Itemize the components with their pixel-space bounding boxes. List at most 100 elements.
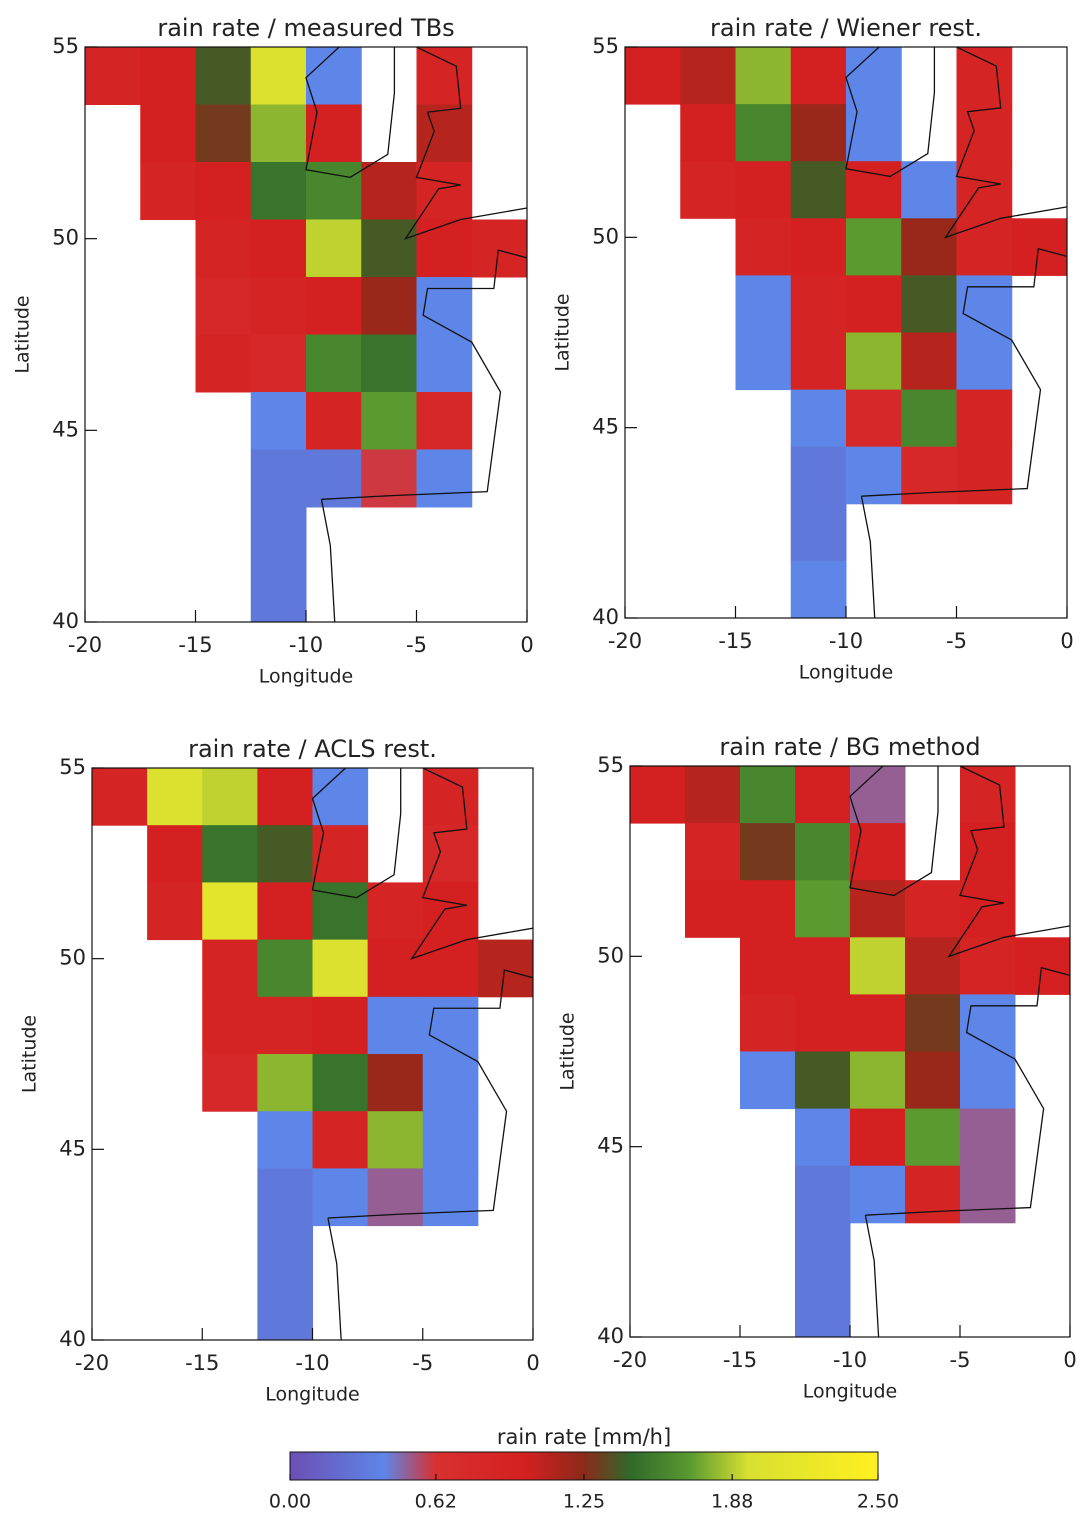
x-axis-label: Longitude [265,1384,360,1406]
y-tick-label: 40 [597,1324,624,1348]
colorbar-tick-label: 1.88 [711,1491,753,1513]
panel-title: rain rate / measured TBs [157,14,454,42]
rain-cell [361,162,417,220]
y-tick-label: 55 [592,34,619,58]
rain-cell [312,996,369,1055]
rain-cell [422,996,479,1055]
rain-cell [905,880,961,938]
rain-cell [202,825,258,883]
rain-cell [680,161,736,219]
rain-cell [257,825,313,883]
rain-cell [790,560,847,619]
x-tick-label: -5 [946,629,967,653]
rain-cell [202,882,258,941]
rain-cell [422,939,479,998]
rain-cell [416,392,473,450]
y-axis-label: Latitude [12,295,34,373]
rain-cell [956,218,1013,276]
y-tick-label: 50 [592,224,619,248]
rain-cell [795,1222,851,1281]
coastline [313,768,534,1340]
rain-cell [416,277,473,335]
rain-cell [956,161,1013,219]
x-axis-label: Longitude [803,1381,898,1403]
rain-cell [905,1051,961,1110]
rain-cell [195,104,252,163]
rain-cell [416,449,473,508]
y-tick-label: 45 [52,417,79,441]
coastline-layer [306,47,527,622]
rain-cell [790,104,847,162]
rain-cell [795,1108,851,1167]
panel-title: rain rate / Wiener rest. [710,14,982,42]
colorbar-tick-label: 2.50 [857,1491,899,1513]
x-tick-label: 0 [520,633,533,657]
rain-cell [846,389,902,448]
y-tick-label: 50 [597,943,624,967]
rain-cell [790,218,847,276]
rain-cell [956,389,1013,448]
rain-cell [790,446,847,505]
rain-cell [901,161,957,219]
rain-cell [257,1225,313,1284]
rain-cell [195,47,252,105]
rain-cell [361,219,417,278]
rain-cell [250,104,307,163]
rain-cell [202,1054,258,1112]
x-tick-label: -20 [608,629,642,653]
rain-cell [960,1051,1016,1110]
rain-cell [960,937,1016,995]
x-tick-label: -20 [75,1351,109,1375]
rain-cell [960,1165,1016,1224]
x-tick-label: -10 [289,633,323,657]
rain-cell [306,277,362,335]
rain-cell [422,1054,479,1112]
x-tick-label: -10 [829,629,863,653]
rain-cell [367,939,424,998]
colorbar-tick-label: 0.62 [415,1491,457,1513]
rain-cell [790,389,847,448]
rain-cell [250,162,307,220]
rain-cell [312,939,369,998]
rain-cell [740,994,796,1052]
rain-cell [250,507,307,565]
y-tick-label: 40 [59,1327,86,1351]
rain-cell [795,823,851,881]
rain-cell [202,768,258,826]
rain-cell [735,161,792,219]
rain-cell [477,939,534,998]
rain-cell [92,768,148,826]
rain-cell [306,219,362,278]
x-tick-label: -15 [723,1348,757,1372]
rain-cell [846,332,902,391]
rain-cell [795,1051,851,1110]
x-tick-label: -15 [178,633,212,657]
rain-cell [795,994,851,1052]
rain-cell [312,768,369,826]
rain-cell [306,47,362,105]
rain-cell [147,882,203,941]
rain-cell [795,1165,851,1224]
rain-cell [306,104,362,163]
rain-cell [257,882,313,941]
coastline [850,766,1070,1337]
y-axis-label: Latitude [552,293,574,371]
rain-cell [740,1051,796,1110]
rain-cell [195,277,252,335]
rain-cell [1011,218,1068,276]
rain-cell [367,882,424,941]
rain-cell [195,162,252,220]
x-tick-label: 0 [1063,1348,1076,1372]
rain-cell [790,332,847,391]
x-tick-label: -15 [718,629,752,653]
rain-cell [416,219,473,278]
rain-cell [740,880,796,938]
rain-cell [630,766,686,824]
rain-cell [422,768,479,826]
y-axis-label: Latitude [19,1015,41,1093]
x-tick-label: -5 [950,1348,971,1372]
coastline-layer [313,768,534,1340]
rain-cell [740,766,796,824]
colorbar-title: rain rate [mm/h] [497,1425,671,1449]
